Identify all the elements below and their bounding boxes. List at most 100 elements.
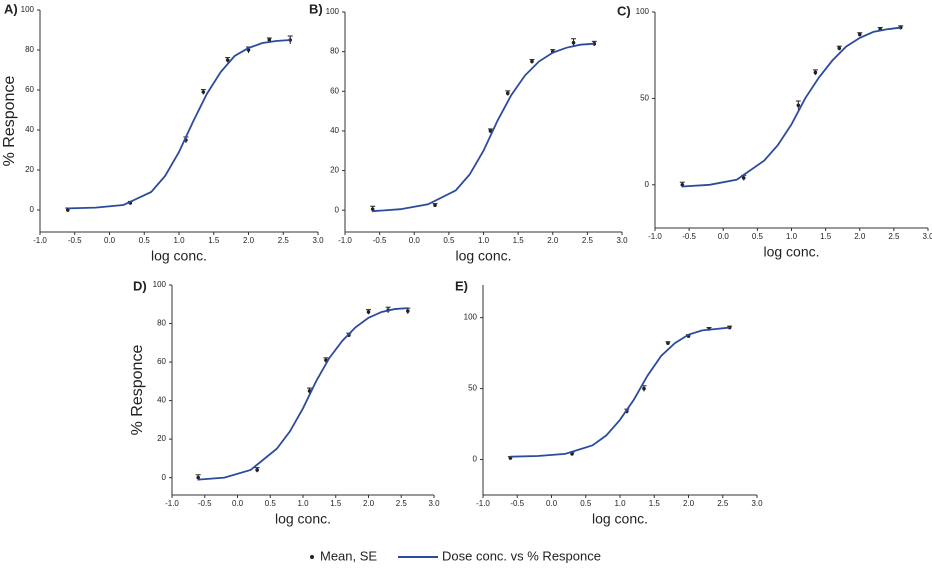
x-tick-label: 1.0 <box>173 236 185 245</box>
x-tick-label: 1.0 <box>478 236 490 245</box>
x-tick-label: -0.5 <box>510 499 524 508</box>
y-tick-label: 0 <box>473 455 478 464</box>
panel-title: C) <box>617 3 631 18</box>
fit-curve <box>372 42 595 213</box>
x-tick-label: -1.0 <box>338 236 352 245</box>
x-tick-label: 2.0 <box>683 499 695 508</box>
x-tick-label: 2.5 <box>888 232 900 241</box>
y-tick-label: 0 <box>335 205 340 214</box>
x-tick-label: -1.0 <box>648 232 662 241</box>
y-tick-label: 50 <box>640 94 649 103</box>
data-point <box>406 309 410 313</box>
panel-title: E) <box>455 278 468 293</box>
data-point <box>267 38 272 42</box>
x-tick-label: 2.5 <box>582 236 594 245</box>
x-tick-label: -0.5 <box>373 236 387 245</box>
y-tick-label: 40 <box>25 125 34 134</box>
x-tick-label: 2.0 <box>547 236 559 245</box>
x-tick-label: 1.5 <box>649 499 661 508</box>
data-point <box>370 207 375 212</box>
panel-title: A) <box>4 1 18 16</box>
x-tick-label: -1.0 <box>33 236 47 245</box>
y-tick-label: 60 <box>157 357 166 366</box>
x-tick-label: 0.5 <box>752 232 764 241</box>
panel-title: B) <box>309 1 323 16</box>
x-tick-label: 0.0 <box>546 499 558 508</box>
y-tick-label: 100 <box>636 7 650 16</box>
y-tick-label: 60 <box>25 85 34 94</box>
x-tick-label: 0.0 <box>104 236 116 245</box>
data-point <box>225 58 230 62</box>
x-tick-label: 1.5 <box>513 236 525 245</box>
data-point <box>642 386 646 391</box>
x-tick-label: 0.0 <box>409 236 421 245</box>
y-tick-label: 60 <box>330 86 339 95</box>
y-tick-label: 20 <box>25 165 34 174</box>
data-point <box>196 475 200 480</box>
y-tick-label: 0 <box>162 473 167 482</box>
fit-curve <box>67 39 291 210</box>
x-tick-label: -1.0 <box>165 499 179 508</box>
x-tick-label: 0.0 <box>232 499 244 508</box>
x-tick-label: 3.0 <box>922 232 932 241</box>
x-tick-label: 3.0 <box>751 499 763 508</box>
y-tick-label: 40 <box>157 396 166 405</box>
x-tick-label: 1.0 <box>614 499 626 508</box>
x-tick-label: 1.5 <box>330 499 342 508</box>
data-point <box>837 46 842 51</box>
y-tick-label: 100 <box>464 313 478 322</box>
x-tick-label: 0.0 <box>718 232 730 241</box>
x-tick-label: 1.5 <box>208 236 220 245</box>
y-tick-label: 20 <box>157 434 166 443</box>
data-point <box>570 452 574 456</box>
x-axis-label: log conc. <box>275 511 331 527</box>
y-tick-label: 100 <box>21 5 35 14</box>
data-point <box>796 103 801 108</box>
data-point <box>571 40 576 45</box>
data-point <box>255 468 259 472</box>
y-axis-label: % Responce <box>129 345 146 436</box>
x-tick-label: 0.5 <box>265 499 277 508</box>
x-tick-label: 1.0 <box>297 499 309 508</box>
x-tick-label: 3.0 <box>312 236 324 245</box>
data-point <box>666 341 670 345</box>
data-point <box>505 91 510 96</box>
y-tick-label: 20 <box>330 166 339 175</box>
x-tick-label: 2.0 <box>243 236 255 245</box>
x-axis-label: log conc. <box>151 248 207 264</box>
fit-curve <box>510 326 730 458</box>
x-tick-label: 1.5 <box>820 232 832 241</box>
x-tick-label: -0.5 <box>68 236 82 245</box>
y-tick-label: 80 <box>25 45 34 54</box>
y-axis-label: % Responce <box>1 76 18 167</box>
legend-label: Mean, SE <box>320 548 377 563</box>
x-tick-label: 2.5 <box>278 236 290 245</box>
data-point <box>741 176 746 180</box>
x-tick-label: 3.0 <box>428 499 440 508</box>
x-tick-label: 1.0 <box>786 232 798 241</box>
x-axis-label: log conc. <box>455 248 511 264</box>
fit-curve <box>682 26 901 188</box>
y-tick-label: 0 <box>30 205 35 214</box>
x-tick-label: -1.0 <box>476 499 490 508</box>
x-tick-label: 2.0 <box>363 499 375 508</box>
panel-title: D) <box>133 278 147 293</box>
legend-marker <box>310 555 314 559</box>
x-tick-label: 0.5 <box>443 236 455 245</box>
x-tick-label: 2.5 <box>717 499 729 508</box>
data-point <box>530 59 534 64</box>
data-point <box>813 70 818 75</box>
fit-curve <box>198 307 408 481</box>
x-tick-label: 0.5 <box>580 499 592 508</box>
y-tick-label: 80 <box>157 319 166 328</box>
legend-label: Dose conc. vs % Responce <box>442 548 601 563</box>
x-tick-label: 2.0 <box>854 232 866 241</box>
data-point <box>201 90 206 94</box>
x-tick-label: -0.5 <box>682 232 696 241</box>
x-axis-label: log conc. <box>592 511 648 527</box>
data-point <box>366 310 371 314</box>
y-tick-label: 0 <box>645 180 650 189</box>
x-tick-label: 0.5 <box>139 236 151 245</box>
